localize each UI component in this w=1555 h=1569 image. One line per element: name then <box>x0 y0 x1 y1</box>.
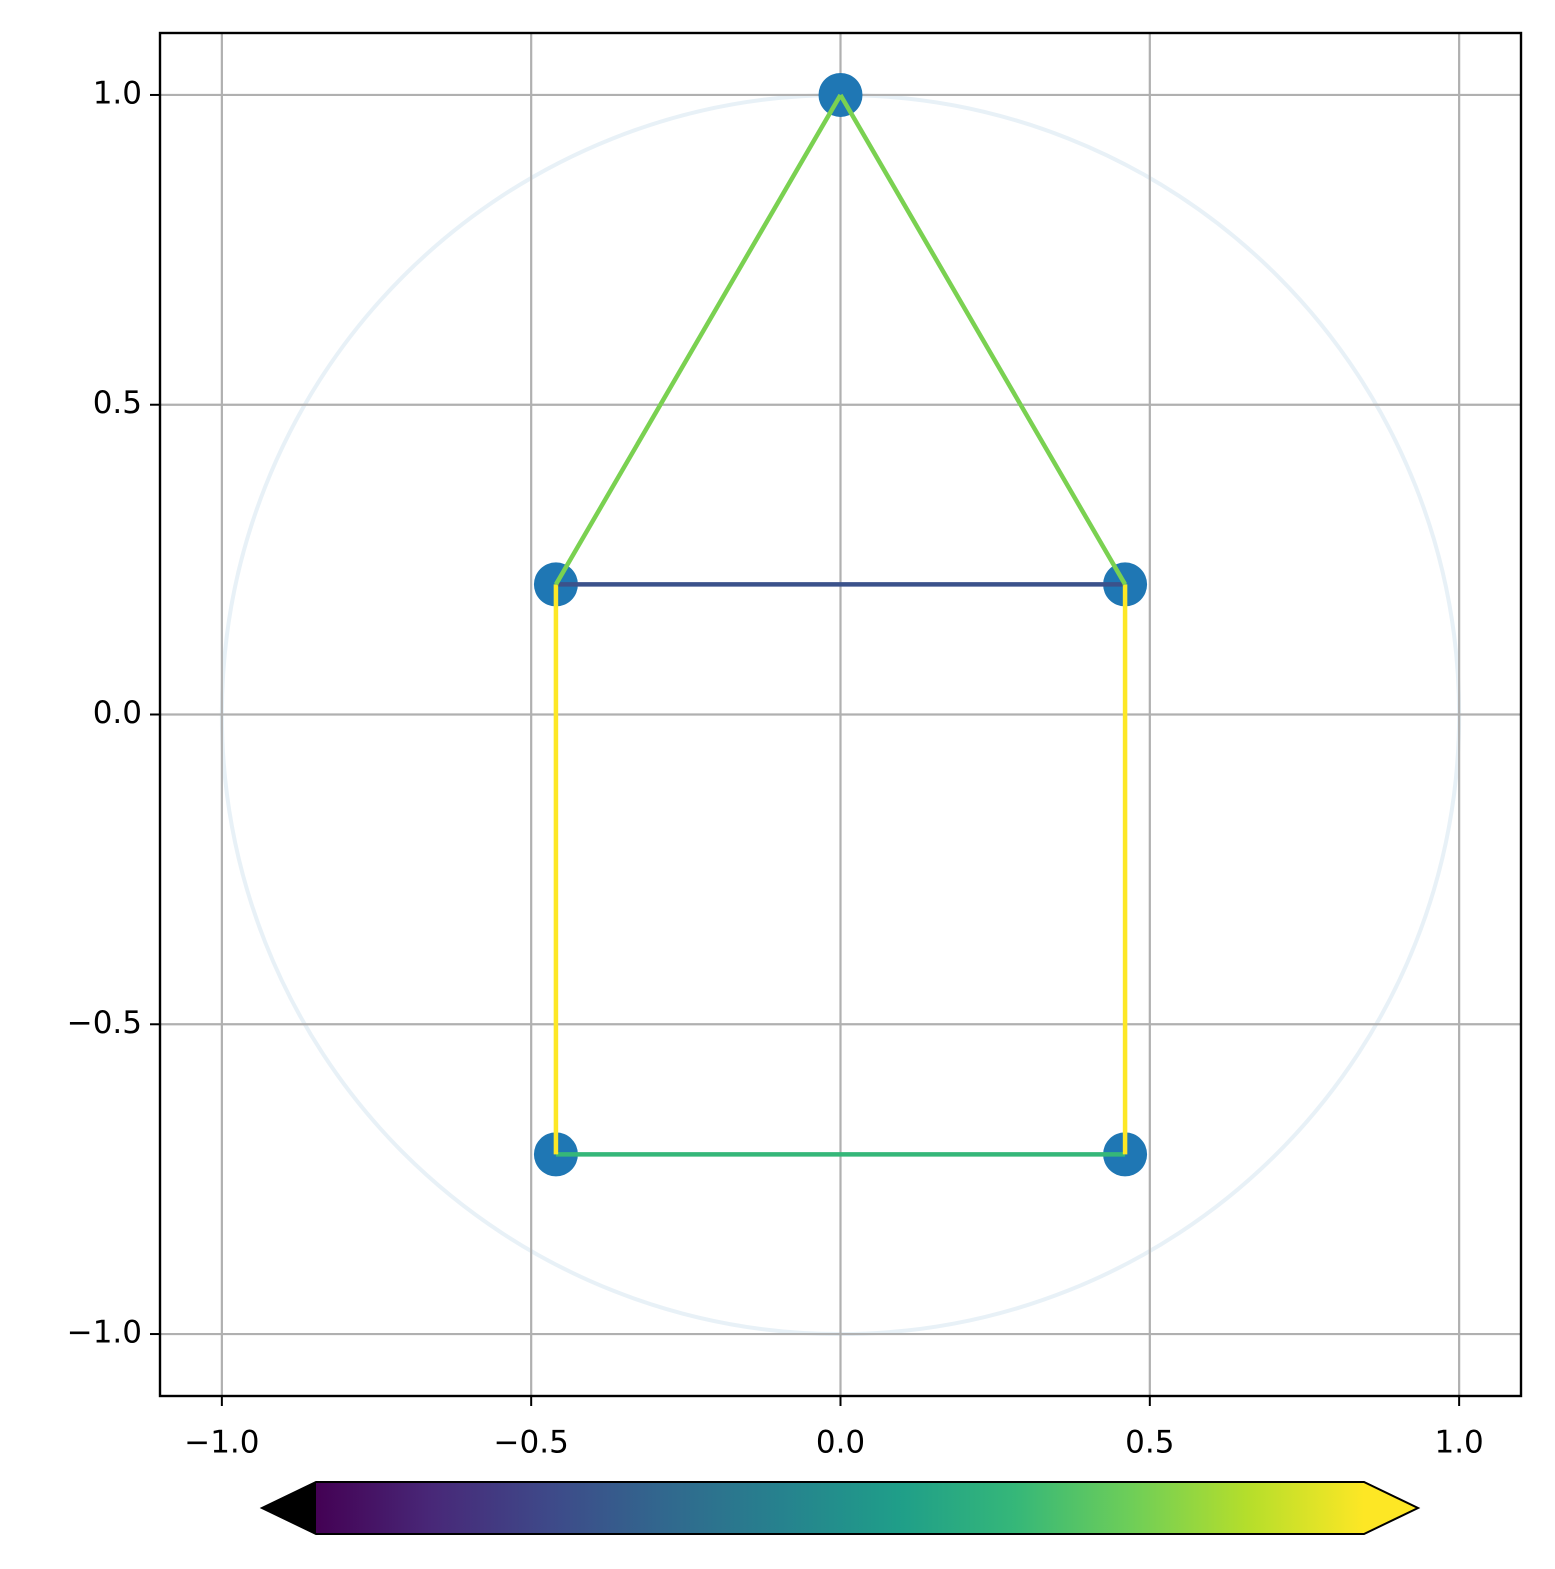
y-tick-label: 1.0 <box>93 75 142 111</box>
y-tick-label: 0.5 <box>93 385 142 421</box>
x-tick-label: −1.0 <box>184 1425 259 1461</box>
x-tick-label: 1.0 <box>1434 1425 1483 1461</box>
y-tick-label: 0.0 <box>93 695 142 731</box>
colorbar-extend-min <box>262 1482 316 1534</box>
colorbar-extend-max <box>1364 1482 1418 1534</box>
colorbar <box>316 1482 1364 1534</box>
colorbar-outline <box>259 1481 1421 1535</box>
segment <box>838 93 1128 586</box>
x-tick-label: −0.5 <box>494 1425 569 1461</box>
segment <box>553 93 843 586</box>
axes-frame <box>158 31 1523 1398</box>
y-tick-label: −1.0 <box>67 1315 142 1351</box>
x-tick-label: 0.0 <box>816 1425 865 1461</box>
point <box>818 72 863 117</box>
x-tick-label: 0.5 <box>1125 1425 1174 1461</box>
y-tick-label: −0.5 <box>67 1005 142 1041</box>
